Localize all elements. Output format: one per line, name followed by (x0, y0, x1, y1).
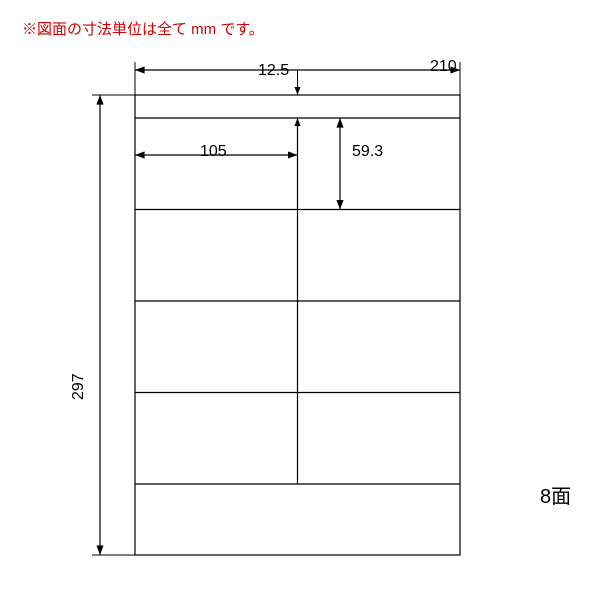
dim-cell-width-label: 105 (200, 143, 227, 161)
dim-cell-height-label: 59.3 (352, 143, 383, 161)
dim-total-width-label: 210 (430, 58, 457, 76)
face-count-label: 8面 (540, 480, 571, 509)
unit-note: ※図面の寸法単位は全て mm です。 (22, 18, 264, 39)
dim-margin-top-label: 12.5 (258, 62, 289, 80)
dim-total-height-label: 297 (70, 373, 88, 400)
